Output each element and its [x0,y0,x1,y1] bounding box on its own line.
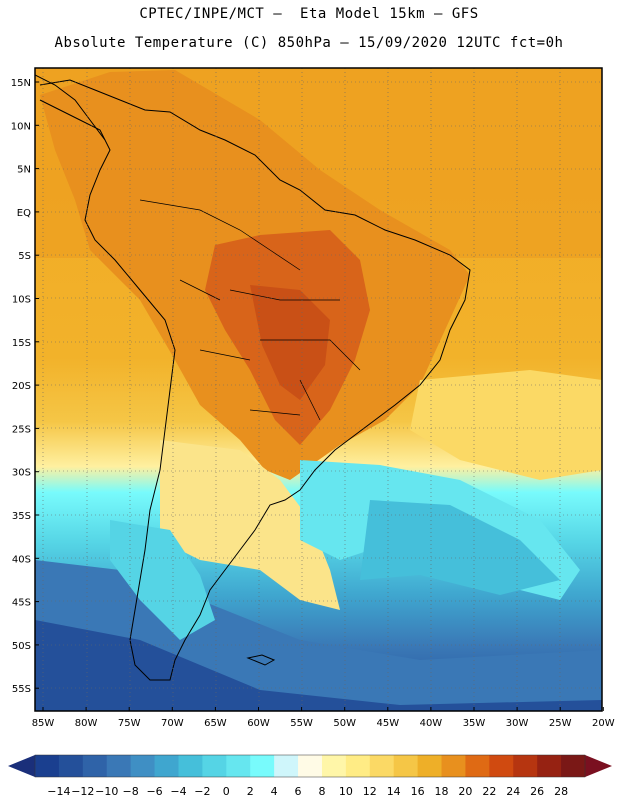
map-frame [34,67,603,712]
colorbar-box [35,755,60,777]
lat-label: 15S [12,338,31,349]
lon-label: 20W [592,718,615,729]
lon-label: 60W [247,718,270,729]
colorbar-label: 16 [411,785,425,798]
colorbar-label: 0 [223,785,230,798]
colorbar-box [417,755,443,777]
colorbar-box [345,755,371,777]
lon-label: 35W [463,718,486,729]
colorbar-label: 28 [554,785,568,798]
colorbar-label: 12 [363,785,377,798]
colorbar-label: 2 [247,785,254,798]
colorbar-box [465,755,490,777]
map-title: CPTEC/INPE/MCT – Eta Model 15km – GFS [139,6,479,22]
lat-label: 10N [11,121,31,132]
lat-label: 35S [12,511,31,522]
colorbar-label: 24 [506,785,520,798]
colorbar-label: 6 [295,785,302,798]
colorbar-box [58,755,84,777]
lon-label: 70W [161,718,184,729]
colorbar-label: 22 [482,785,496,798]
lat-label: 40S [12,554,31,565]
lon-label: 45W [376,718,399,729]
colorbar-high-arrow [585,755,612,777]
colorbar-label: −10 [95,785,118,798]
longitude-labels: 85W 80W 75W 70W 65W 60W 55W 50W 45W 40W 35W 30W 25W 2… [32,707,615,729]
colorbar-label: −12 [71,785,94,798]
colorbar-boxes [34,754,586,778]
mid-yellow-band [160,440,340,610]
colorbar-box [130,755,156,777]
east-ocean-warm [410,370,602,480]
colorbar-box [441,755,466,777]
colorbar-label: −4 [170,785,186,798]
lat-label: 5N [17,165,31,176]
colorbar-label: 4 [271,785,278,798]
colorbar-box [202,755,227,777]
colorbar-box [250,755,275,777]
lat-label: 10S [12,295,31,306]
deepest-cold-region [35,620,602,711]
colorbar-box [226,755,251,777]
lon-label: 40W [420,718,443,729]
colorbar-box [298,755,323,777]
lat-label: 50S [12,641,31,652]
lon-label: 55W [290,718,313,729]
colorbar-box [513,755,538,777]
colorbar-box [393,755,419,777]
colorbar-label: 26 [530,785,544,798]
colorbar-label: 20 [458,785,472,798]
colorbar-box [321,755,347,777]
colorbar-box [106,755,132,777]
lat-label: 55S [12,684,31,695]
colorbar-box [561,755,586,777]
lon-label: 80W [75,718,98,729]
lon-label: 85W [32,718,55,729]
colorbar-box [82,755,108,777]
falkland-islands [246,654,276,666]
colorbar-box [369,755,395,777]
colorbar-box [274,755,299,777]
lat-label: 15N [11,78,31,89]
colorbar-label: −2 [194,785,210,798]
lon-label: 25W [549,718,572,729]
lon-label: 30W [506,718,529,729]
colorbar: −14 −12 −10 −8 −6 −4 −2 0 2 4 6 8 10 12 14 16 18 20 22 24 26… [8,754,612,798]
lat-label: 25S [12,424,31,435]
colorbar-label: 18 [435,785,449,798]
colorbar-label: −6 [146,785,162,798]
colorbar-label: 10 [339,785,353,798]
colorbar-box [154,755,179,777]
south-america-coastline [39,79,471,681]
colorbar-label: −8 [123,785,139,798]
colorbar-low-arrow [8,755,35,777]
colorbar-label: 8 [318,785,325,798]
graticule [35,68,602,711]
colorbar-box [178,755,203,777]
map-subtitle: Absolute Temperature (C) 850hPa – 15/09/… [54,35,564,51]
temperature-field [35,68,602,711]
central-america-coastline [35,74,106,141]
colorbar-label: −14 [47,785,70,798]
colorbar-box [489,755,514,777]
cold-core [360,500,560,595]
patagonia-cold [110,520,215,640]
colorbar-labels: −14 −12 −10 −8 −6 −4 −2 0 2 4 6 8 10 12 14 16 18 20 22 24 26… [47,785,568,798]
land-hotter-region [250,285,330,400]
latitude-labels: 15N 10N 5N EQ 5S 10S 15S 20S 25S 30S 35S 40S 45S 50S 5… [11,78,39,695]
colorbar-outline [34,754,586,778]
lat-label: 45S [12,598,31,609]
colorbar-label: 14 [387,785,401,798]
country-borders [139,199,361,421]
colorbar-box [537,755,562,777]
lat-label: EQ [17,208,31,219]
lat-label: 5S [18,251,31,262]
lon-label: 50W [333,718,356,729]
lat-label: 20S [12,381,31,392]
lon-label: 65W [204,718,227,729]
lat-label: 30S [12,468,31,479]
lon-label: 75W [118,718,141,729]
